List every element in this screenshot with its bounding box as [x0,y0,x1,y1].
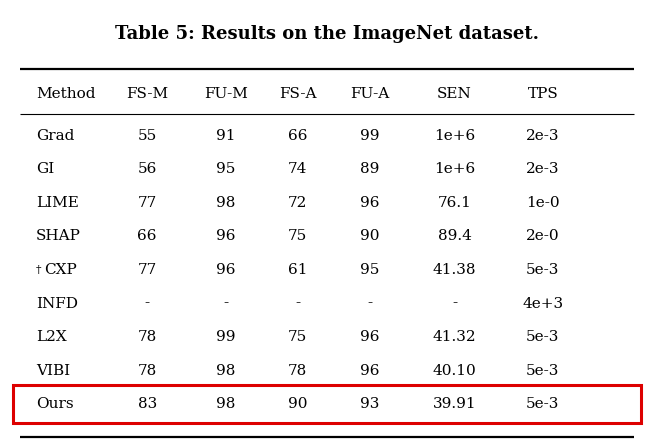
Text: 77: 77 [137,196,157,210]
Text: 2e-0: 2e-0 [526,229,560,243]
Text: 98: 98 [216,397,235,411]
Text: -: - [145,297,150,310]
Text: 41.38: 41.38 [433,263,476,277]
Text: 75: 75 [288,330,307,344]
Text: CXP: CXP [44,263,77,277]
Text: 96: 96 [216,229,235,243]
Text: 39.91: 39.91 [433,397,476,411]
Text: 89: 89 [360,162,379,176]
Text: 90: 90 [360,229,379,243]
Text: 96: 96 [360,196,379,210]
Text: 1e+6: 1e+6 [434,162,475,176]
Text: Method: Method [36,87,95,101]
Text: 78: 78 [137,364,157,378]
Text: 91: 91 [216,129,235,142]
Text: 66: 66 [137,229,157,243]
Text: 1e+6: 1e+6 [434,129,475,142]
Bar [13,385,641,423]
Text: 78: 78 [288,364,307,378]
Text: FS-M: FS-M [126,87,168,101]
Text: FU-M: FU-M [203,87,248,101]
Text: 96: 96 [360,330,379,344]
Text: LIME: LIME [36,196,79,210]
Text: 77: 77 [137,263,157,277]
Text: 99: 99 [360,129,379,142]
Text: 98: 98 [216,196,235,210]
Text: TPS: TPS [527,87,559,101]
Text: -: - [295,297,300,310]
Text: 4e+3: 4e+3 [523,297,563,310]
Text: Table 5: Results on the ImageNet dataset.: Table 5: Results on the ImageNet dataset… [115,25,539,43]
Text: 95: 95 [216,162,235,176]
Text: Ours: Ours [36,397,74,411]
Text: L2X: L2X [36,330,67,344]
Text: 66: 66 [288,129,307,142]
Text: FU-A: FU-A [350,87,389,101]
Text: 76.1: 76.1 [438,196,472,210]
Text: 5e-3: 5e-3 [526,263,560,277]
Text: SHAP: SHAP [36,229,81,243]
Text: Grad: Grad [36,129,75,142]
Text: 5e-3: 5e-3 [526,330,560,344]
Text: 5e-3: 5e-3 [526,397,560,411]
Text: 61: 61 [288,263,307,277]
Text: 2e-3: 2e-3 [526,129,560,142]
Text: 74: 74 [288,162,307,176]
Text: 89.4: 89.4 [438,229,472,243]
Text: 72: 72 [288,196,307,210]
Text: 40.10: 40.10 [433,364,476,378]
Text: -: - [452,297,457,310]
Text: 93: 93 [360,397,379,411]
Text: 2e-3: 2e-3 [526,162,560,176]
Text: †: † [36,265,41,275]
Text: 55: 55 [137,129,157,142]
Text: 90: 90 [288,397,307,411]
Text: VIBI: VIBI [36,364,70,378]
Text: 41.32: 41.32 [433,330,476,344]
Text: -: - [223,297,228,310]
Text: GI: GI [36,162,54,176]
Text: 78: 78 [137,330,157,344]
Text: FS-A: FS-A [279,87,317,101]
Text: 75: 75 [288,229,307,243]
Text: SEN: SEN [437,87,472,101]
Text: 95: 95 [360,263,379,277]
Text: 98: 98 [216,364,235,378]
Text: 96: 96 [216,263,235,277]
Text: 56: 56 [137,162,157,176]
Text: 1e-0: 1e-0 [526,196,560,210]
Text: 96: 96 [360,364,379,378]
Text: 83: 83 [137,397,157,411]
Text: INFD: INFD [36,297,78,310]
Text: -: - [367,297,372,310]
Text: 99: 99 [216,330,235,344]
Text: 5e-3: 5e-3 [526,364,560,378]
